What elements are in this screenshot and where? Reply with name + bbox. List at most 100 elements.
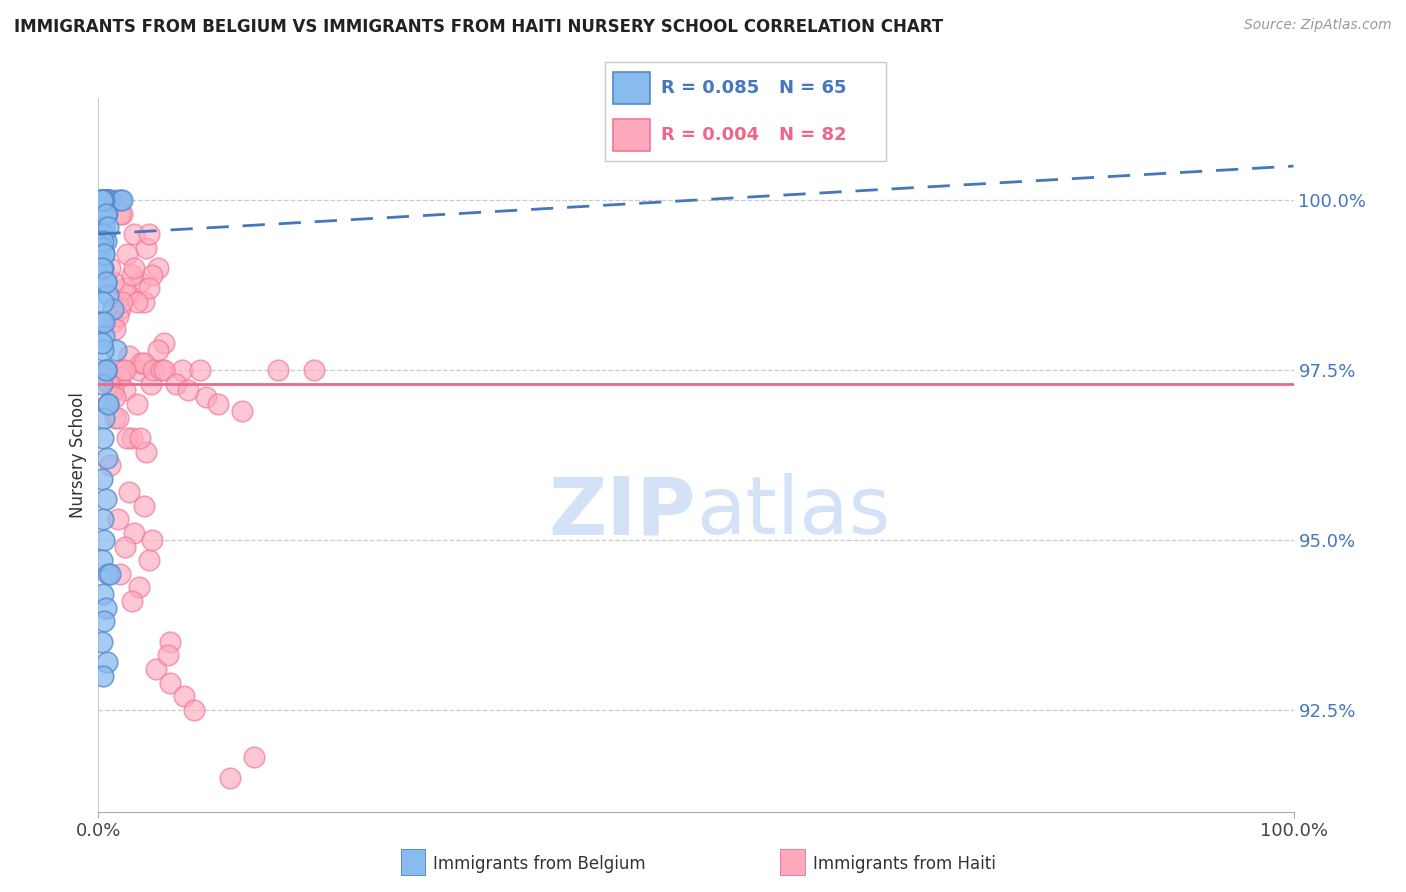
Point xyxy=(139,376,162,391)
Point xyxy=(188,363,211,377)
Point xyxy=(132,356,155,370)
Point xyxy=(129,275,152,289)
Point xyxy=(121,431,143,445)
Point xyxy=(91,227,114,241)
Point xyxy=(195,390,218,404)
Point xyxy=(107,512,129,526)
Point xyxy=(93,533,115,547)
Point xyxy=(91,193,114,207)
Point xyxy=(114,384,136,398)
Point xyxy=(231,403,253,417)
Point xyxy=(145,662,167,676)
Point xyxy=(142,363,165,377)
Point xyxy=(173,689,195,703)
Point xyxy=(121,594,143,608)
Text: R = 0.085: R = 0.085 xyxy=(661,79,759,97)
Point xyxy=(118,350,141,364)
Point xyxy=(138,281,160,295)
Point xyxy=(91,193,114,207)
Point xyxy=(98,376,121,391)
Point xyxy=(172,363,194,377)
Point xyxy=(93,315,115,329)
Point xyxy=(91,193,114,207)
Point xyxy=(132,499,155,513)
Point xyxy=(97,397,120,411)
Point xyxy=(115,431,138,445)
Text: R = 0.004: R = 0.004 xyxy=(661,126,759,144)
Point xyxy=(94,193,117,207)
Point xyxy=(97,220,120,235)
Point xyxy=(97,288,120,302)
Point xyxy=(135,444,157,458)
Point xyxy=(93,193,115,207)
Point xyxy=(98,193,121,207)
Point xyxy=(97,193,120,207)
Point xyxy=(98,566,122,581)
Point xyxy=(91,512,114,526)
Point xyxy=(97,193,120,207)
Point xyxy=(91,260,114,275)
Point xyxy=(91,587,114,601)
Point xyxy=(91,207,114,221)
Point xyxy=(91,431,114,445)
Point xyxy=(108,301,131,316)
Text: N = 65: N = 65 xyxy=(779,79,846,97)
Point xyxy=(107,410,129,425)
Point xyxy=(125,295,148,310)
Point xyxy=(93,193,115,207)
Point xyxy=(105,193,128,207)
Text: N = 82: N = 82 xyxy=(779,126,846,144)
Point xyxy=(114,363,136,377)
Point xyxy=(104,322,127,336)
Point xyxy=(153,335,176,350)
Point xyxy=(94,600,117,615)
Point xyxy=(101,315,124,329)
Bar xyxy=(613,120,650,151)
Point xyxy=(207,397,229,411)
Point xyxy=(104,390,127,404)
Point xyxy=(165,376,187,391)
Text: IMMIGRANTS FROM BELGIUM VS IMMIGRANTS FROM HAITI NURSERY SCHOOL CORRELATION CHAR: IMMIGRANTS FROM BELGIUM VS IMMIGRANTS FR… xyxy=(14,18,943,36)
Point xyxy=(91,234,114,248)
Y-axis label: Nursery School: Nursery School xyxy=(69,392,87,518)
Point xyxy=(93,329,115,343)
Point xyxy=(101,301,124,316)
Point xyxy=(94,363,117,377)
Point xyxy=(267,363,290,377)
Point xyxy=(94,207,117,221)
Point xyxy=(93,193,115,207)
Point xyxy=(91,193,114,207)
Point xyxy=(159,635,181,649)
Bar xyxy=(613,72,650,103)
Point xyxy=(108,566,131,581)
Point xyxy=(98,260,122,275)
Point xyxy=(105,343,128,357)
Point xyxy=(91,376,114,391)
Point xyxy=(125,397,148,411)
Point xyxy=(302,363,325,377)
Point xyxy=(91,193,114,207)
Point xyxy=(97,566,120,581)
Point xyxy=(111,295,134,310)
Point xyxy=(91,669,114,683)
Point xyxy=(94,193,117,207)
Point xyxy=(96,193,118,207)
Point xyxy=(148,260,170,275)
Point xyxy=(111,207,134,221)
Point xyxy=(91,260,114,275)
Point xyxy=(91,193,114,207)
Text: Source: ZipAtlas.com: Source: ZipAtlas.com xyxy=(1244,18,1392,32)
Point xyxy=(91,227,114,241)
Point xyxy=(104,410,127,425)
Point xyxy=(114,540,136,554)
Point xyxy=(135,241,157,255)
Point xyxy=(108,207,131,221)
Point xyxy=(148,343,170,357)
Point xyxy=(91,335,114,350)
Point xyxy=(101,384,124,398)
Point xyxy=(141,268,163,282)
Point xyxy=(128,363,150,377)
Point xyxy=(138,227,160,241)
Point xyxy=(124,526,146,541)
Point xyxy=(149,363,172,377)
